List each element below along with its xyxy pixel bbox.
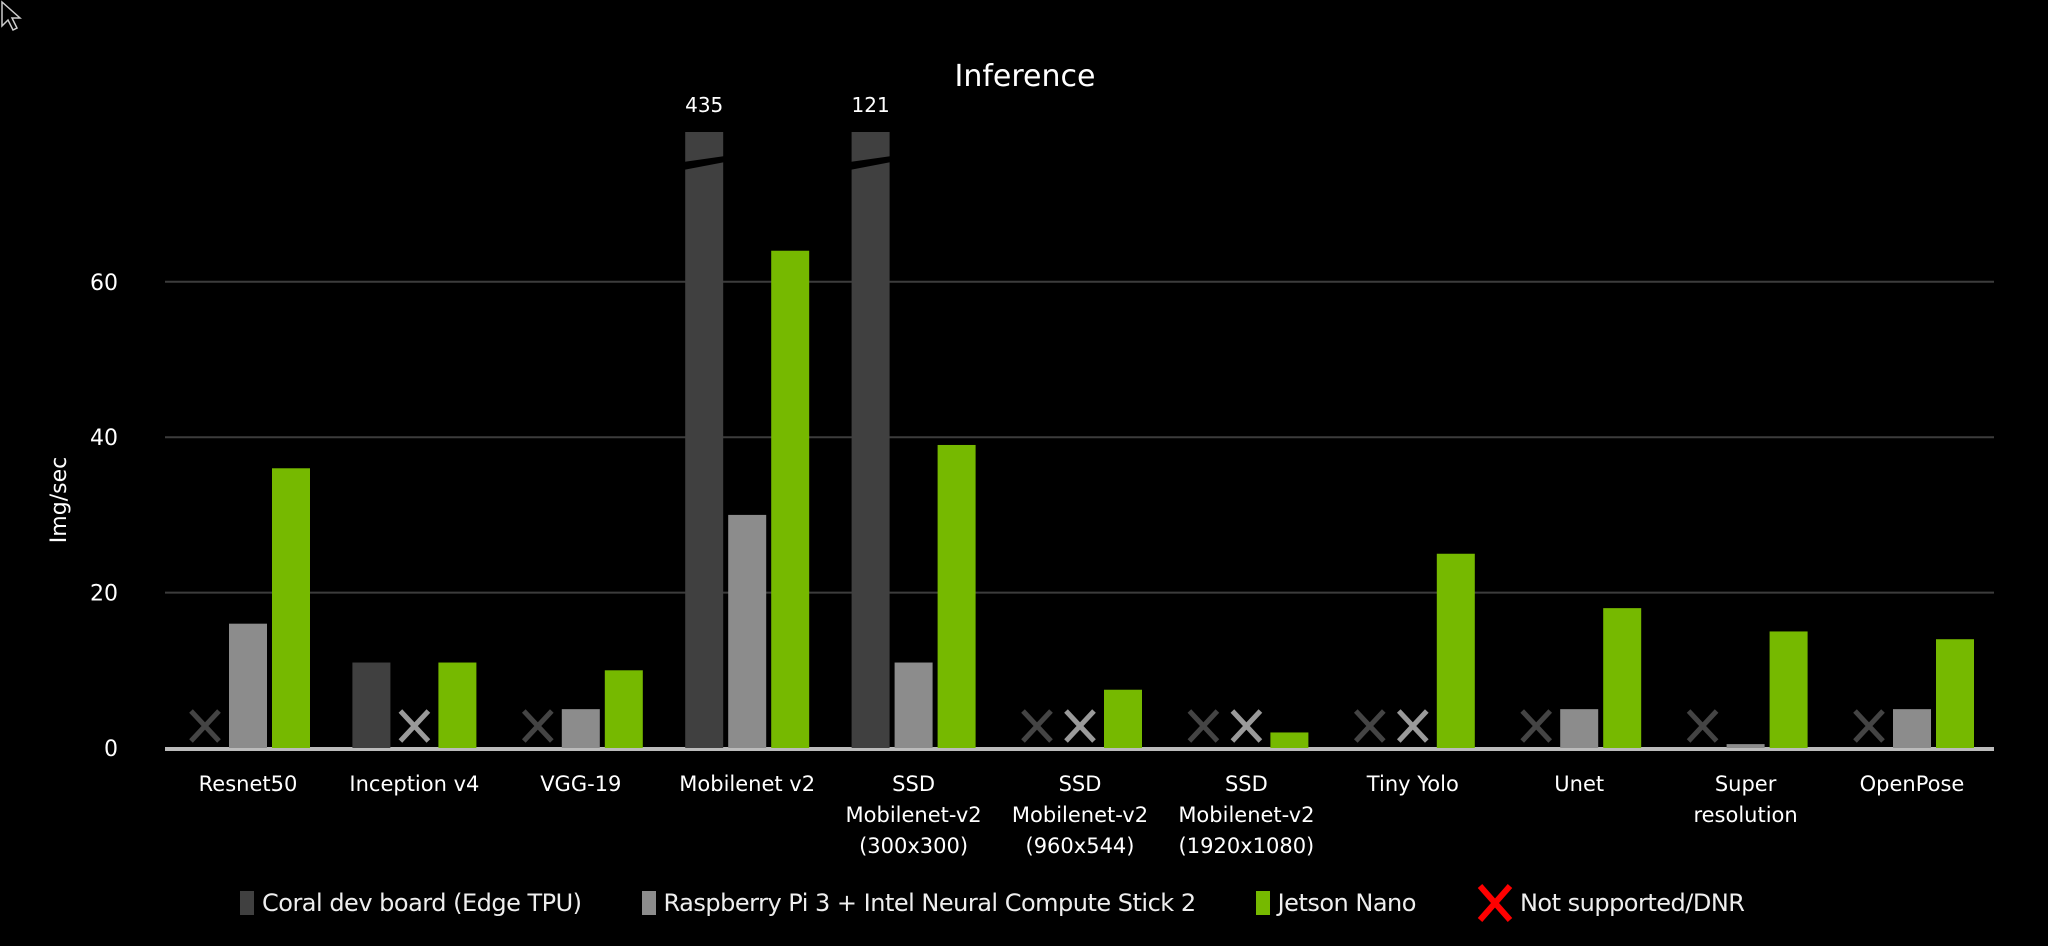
bar — [937, 444, 976, 748]
legend-item-rpi: Raspberry Pi 3 + Intel Neural Compute St… — [641, 889, 1197, 917]
x-stroke — [1396, 709, 1429, 743]
legend-label-not-supported: Not supported/DNR — [1519, 889, 1745, 917]
bar-value-label: 121 — [852, 93, 890, 117]
y-tick-label: 0 — [104, 737, 118, 762]
x-stroke — [1520, 709, 1553, 743]
not-supported-x-icon — [1064, 709, 1096, 743]
bar — [438, 662, 477, 748]
x-tick-label: OpenPose — [1860, 772, 1965, 796]
bar — [728, 514, 767, 748]
not-supported-x-icon — [1353, 709, 1386, 743]
y-axis-label: Img/sec — [47, 457, 72, 543]
legend-item-coral: Coral dev board (Edge TPU) — [240, 889, 582, 917]
bar — [1560, 709, 1599, 748]
x-tick-label: Unet — [1554, 772, 1604, 796]
x-tick-label: Resnet50 — [199, 772, 298, 796]
y-tick-label: 20 — [90, 582, 118, 607]
red-x-icon — [1477, 884, 1513, 922]
legend-swatch-jetson — [1255, 891, 1270, 915]
x-tick-label: Mobilenet-v2 — [846, 803, 982, 827]
x-tick-label: (1920x1080) — [1179, 834, 1315, 858]
bar-broken — [851, 132, 890, 748]
not-supported-x-icon — [1686, 709, 1719, 743]
legend-label-jetson: Jetson Nano — [1277, 889, 1417, 917]
bar — [894, 662, 933, 748]
not-supported-x-icon — [398, 709, 431, 743]
legend-item-not-supported: Not supported/DNR — [1476, 883, 1745, 923]
not-supported-x-icon — [1396, 709, 1429, 743]
x-tick-label: SSD — [1225, 772, 1268, 796]
bar — [1893, 709, 1931, 748]
x-stroke — [521, 709, 554, 743]
x-tick-label: Mobilenet v2 — [679, 772, 815, 796]
x-stroke — [1853, 709, 1885, 743]
bar — [1104, 689, 1142, 748]
bar — [561, 709, 600, 748]
bar-broken — [685, 132, 724, 748]
bar — [352, 662, 391, 748]
legend-swatch-coral — [240, 891, 254, 915]
not-supported-x-icon — [1230, 709, 1263, 743]
bar — [1726, 744, 1765, 748]
x-tick-label: VGG-19 — [540, 772, 621, 796]
x-stroke — [1353, 709, 1386, 743]
x-tick-label: Inception v4 — [349, 772, 479, 796]
x-tick-label: Super — [1715, 772, 1777, 796]
x-stroke — [1064, 709, 1096, 743]
x-stroke — [1230, 709, 1263, 743]
bar-value-label: 435 — [685, 93, 723, 117]
x-tick-label: SSD — [1059, 772, 1102, 796]
not-supported-x-icon — [1021, 709, 1053, 743]
bar — [1936, 639, 1974, 748]
mouse-cursor-icon — [1, 0, 22, 32]
x-stroke — [1686, 709, 1719, 743]
bar — [229, 623, 267, 748]
x-tick-label: Mobilenet-v2 — [1178, 803, 1314, 827]
not-supported-x-icon — [521, 709, 554, 743]
x-stroke — [1021, 709, 1053, 743]
legend-label-rpi: Raspberry Pi 3 + Intel Neural Compute St… — [663, 889, 1197, 917]
x-tick-label: Tiny Yolo — [1366, 772, 1459, 796]
not-supported-x-icon — [1520, 709, 1553, 743]
not-supported-x-icon — [1853, 709, 1885, 743]
bar — [604, 670, 643, 748]
x-stroke — [398, 709, 431, 743]
chart-title: Inference — [955, 59, 1096, 94]
not-supported-x-icon — [189, 709, 221, 743]
x-tick-label: resolution — [1693, 803, 1797, 827]
x-tick-label: Mobilenet-v2 — [1012, 803, 1148, 827]
y-tick-label: 60 — [90, 271, 118, 296]
not-supported-x-icon — [1187, 709, 1220, 743]
x-stroke — [1187, 709, 1220, 743]
legend: Coral dev board (Edge TPU) Raspberry Pi … — [240, 883, 1745, 923]
y-tick-label: 40 — [90, 426, 118, 451]
legend-label-coral: Coral dev board (Edge TPU) — [262, 889, 582, 917]
bar — [1603, 608, 1642, 748]
x-tick-label: SSD — [892, 772, 935, 796]
bar — [1436, 553, 1475, 748]
bar — [1270, 732, 1309, 748]
x-stroke — [189, 709, 221, 743]
legend-swatch-rpi — [641, 891, 656, 915]
axis-break-mark — [849, 156, 892, 170]
x-tick-label: (300x300) — [859, 834, 968, 858]
bar — [1769, 631, 1808, 748]
bar — [771, 250, 810, 748]
bar — [272, 468, 310, 748]
legend-item-jetson: Jetson Nano — [1255, 889, 1417, 917]
x-tick-label: (960x544) — [1026, 834, 1135, 858]
axis-break-mark — [683, 156, 726, 170]
